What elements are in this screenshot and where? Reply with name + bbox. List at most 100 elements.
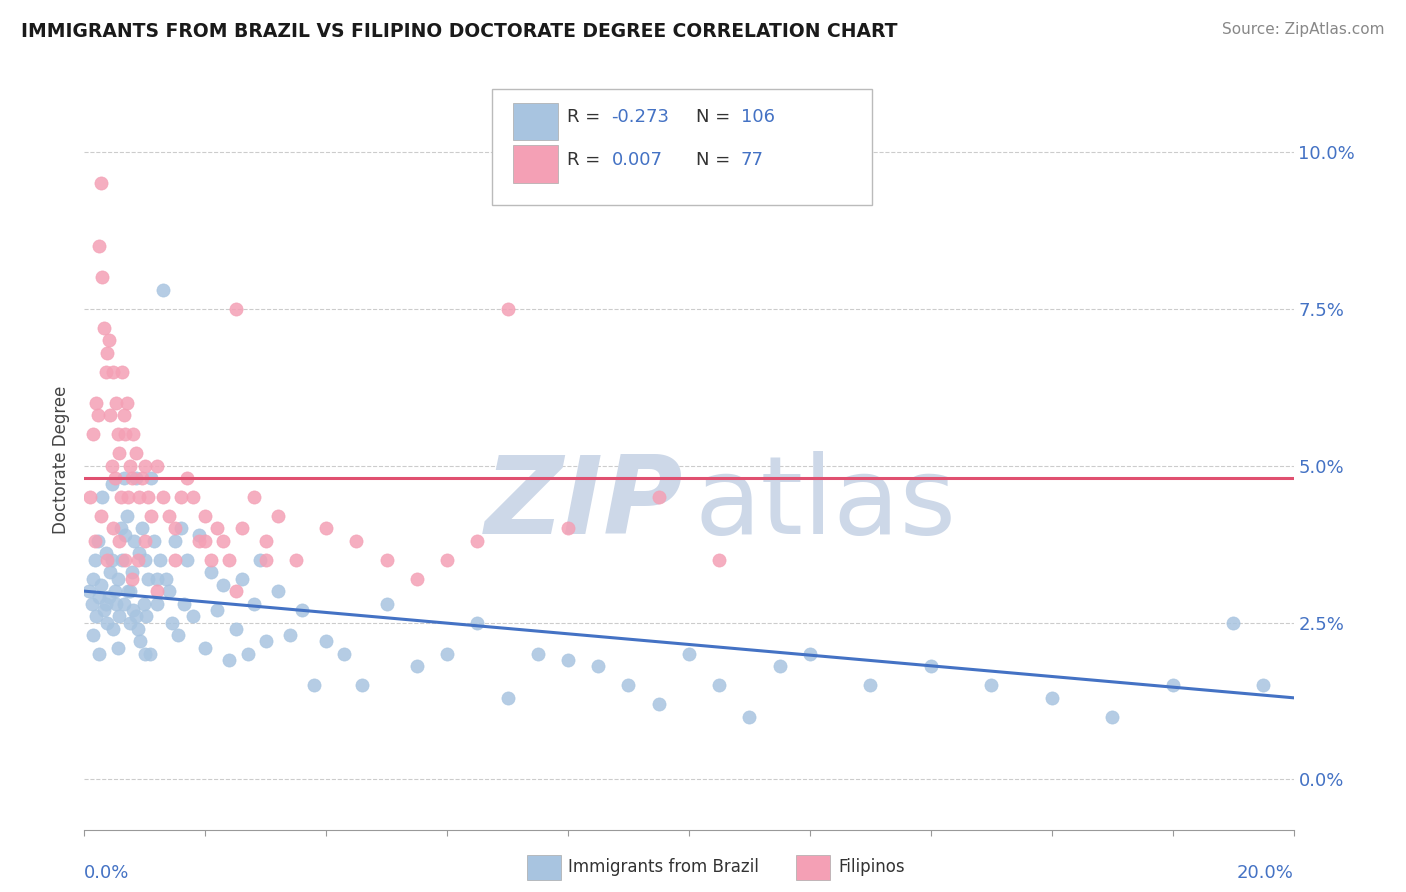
Point	[212, 533, 235, 548]
Point	[91, 490, 114, 504]
Text: N =: N =	[696, 151, 735, 169]
Point	[859, 678, 882, 692]
Point	[165, 533, 187, 548]
Point	[121, 427, 143, 442]
Point	[188, 527, 211, 541]
Point	[138, 647, 160, 661]
Point	[84, 533, 107, 548]
Point	[588, 659, 610, 673]
Point	[200, 566, 222, 580]
Point	[127, 622, 149, 636]
Point	[278, 628, 301, 642]
Point	[152, 490, 174, 504]
Point	[709, 678, 731, 692]
Point	[352, 678, 374, 692]
Point	[136, 490, 159, 504]
Point	[121, 471, 143, 485]
Point	[84, 553, 107, 567]
Point	[104, 471, 127, 485]
Point	[254, 553, 277, 567]
Point	[98, 409, 121, 423]
Point	[118, 584, 141, 599]
Point	[1222, 615, 1244, 630]
Point	[111, 365, 134, 379]
Point	[142, 533, 165, 548]
Point	[436, 553, 458, 567]
Point	[79, 490, 101, 504]
Point	[170, 490, 193, 504]
Point	[181, 609, 204, 624]
Point	[112, 597, 135, 611]
Point	[134, 533, 156, 548]
Point	[121, 572, 143, 586]
Point	[231, 521, 253, 535]
Point	[93, 320, 115, 334]
Point	[134, 647, 156, 661]
Point	[128, 547, 150, 561]
Point	[118, 458, 141, 473]
Point	[112, 409, 135, 423]
Point	[1040, 690, 1063, 705]
Point	[136, 572, 159, 586]
Point	[152, 283, 174, 297]
Point	[467, 533, 489, 548]
Text: R =: R =	[567, 151, 606, 169]
Point	[496, 301, 519, 316]
Point	[115, 508, 138, 523]
Text: -0.273: -0.273	[612, 108, 669, 126]
Point	[111, 553, 134, 567]
Point	[709, 553, 731, 567]
Point	[173, 597, 195, 611]
Point	[94, 547, 117, 561]
Point	[1253, 678, 1275, 692]
Point	[94, 365, 117, 379]
Point	[254, 634, 277, 648]
Point	[108, 446, 131, 460]
Point	[110, 490, 132, 504]
Text: 20.0%: 20.0%	[1237, 864, 1294, 882]
Point	[496, 690, 519, 705]
Point	[267, 584, 290, 599]
Point	[146, 572, 169, 586]
Point	[82, 628, 104, 642]
Point	[82, 572, 104, 586]
Point	[103, 521, 125, 535]
Point	[149, 553, 172, 567]
Point	[135, 609, 157, 624]
Point	[769, 659, 792, 673]
Point	[231, 572, 253, 586]
Point	[104, 597, 127, 611]
Point	[406, 659, 429, 673]
Text: R =: R =	[567, 108, 606, 126]
Point	[125, 609, 148, 624]
Text: 106: 106	[741, 108, 775, 126]
Point	[125, 471, 148, 485]
Point	[125, 446, 148, 460]
Point	[225, 301, 247, 316]
Point	[134, 458, 156, 473]
Point	[218, 653, 240, 667]
Point	[134, 553, 156, 567]
Point	[165, 553, 187, 567]
Point	[89, 591, 111, 605]
Point	[799, 647, 821, 661]
Point	[160, 615, 183, 630]
Point	[104, 396, 127, 410]
Point	[225, 584, 247, 599]
Point	[176, 553, 198, 567]
Text: Filipinos: Filipinos	[838, 858, 904, 876]
Point	[648, 697, 671, 711]
Point	[181, 490, 204, 504]
Point	[94, 597, 117, 611]
Point	[117, 490, 139, 504]
Point	[129, 634, 152, 648]
Point	[128, 490, 150, 504]
Point	[315, 634, 337, 648]
Point	[617, 678, 640, 692]
Point	[242, 490, 264, 504]
Point	[242, 597, 264, 611]
Point	[157, 508, 180, 523]
Point	[114, 527, 136, 541]
Point	[165, 521, 187, 535]
Point	[467, 615, 489, 630]
